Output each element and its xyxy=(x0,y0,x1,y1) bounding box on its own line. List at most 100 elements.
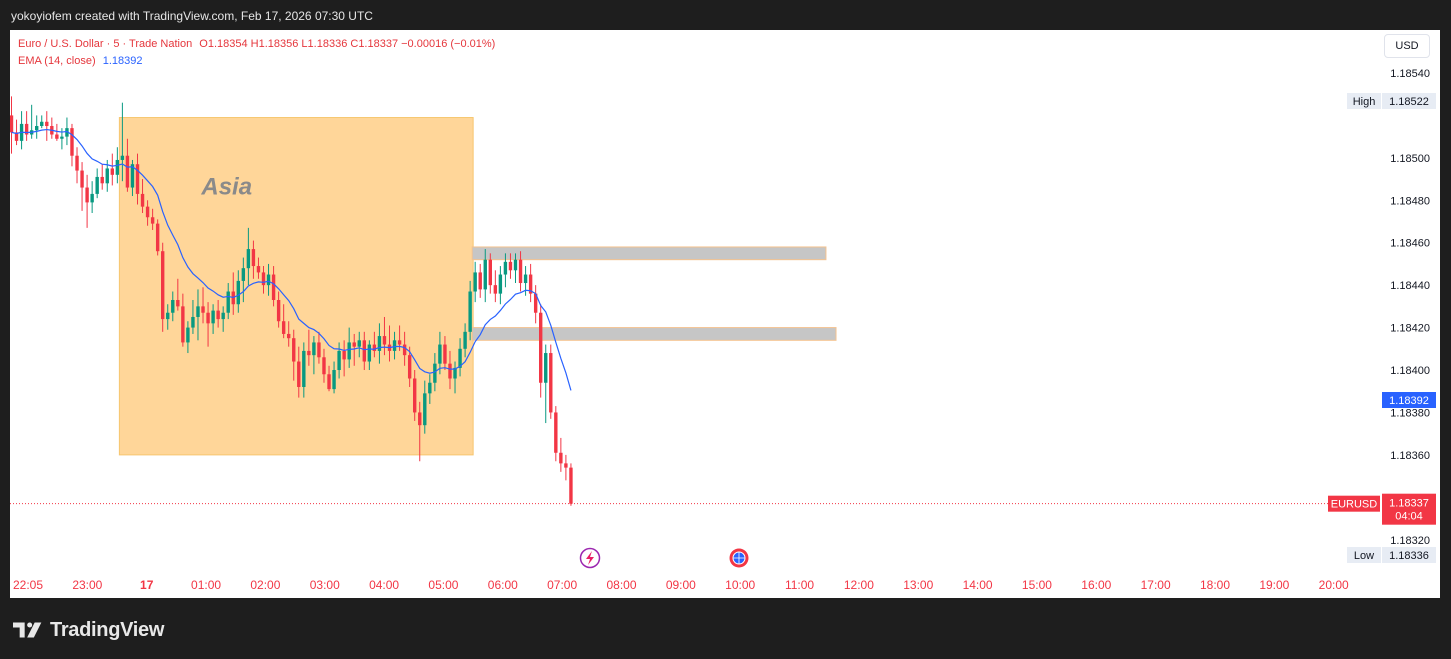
candle[interactable] xyxy=(367,340,372,371)
candle[interactable] xyxy=(448,350,452,390)
candle[interactable] xyxy=(135,153,140,205)
ema-line[interactable] xyxy=(11,128,572,391)
candle[interactable] xyxy=(402,331,407,366)
candle[interactable] xyxy=(438,331,442,375)
candle[interactable] xyxy=(55,123,59,141)
candle[interactable] xyxy=(392,331,397,360)
candle[interactable] xyxy=(488,253,492,294)
candle[interactable] xyxy=(302,342,306,398)
candle[interactable] xyxy=(40,115,44,129)
supply-zone-rect[interactable] xyxy=(471,246,827,261)
candle[interactable] xyxy=(14,119,19,146)
candle[interactable] xyxy=(256,257,261,279)
candle[interactable] xyxy=(297,346,301,398)
candle[interactable] xyxy=(503,253,508,288)
candle[interactable] xyxy=(554,406,558,462)
ema-price-tag[interactable]: 1.18392 xyxy=(1382,392,1436,408)
candle[interactable] xyxy=(533,285,538,324)
candle[interactable] xyxy=(50,117,54,139)
low-price-tag[interactable]: Low 1.18336 xyxy=(1347,547,1436,563)
candle[interactable] xyxy=(100,164,104,190)
candle[interactable] xyxy=(110,153,114,186)
candle[interactable] xyxy=(155,219,160,256)
candle[interactable] xyxy=(362,331,366,371)
candle[interactable] xyxy=(332,361,336,394)
candle[interactable] xyxy=(428,374,432,404)
candle[interactable] xyxy=(357,331,361,358)
candle[interactable] xyxy=(176,278,180,311)
candle[interactable] xyxy=(463,323,467,358)
supply-zone-rect[interactable] xyxy=(471,327,837,341)
candle[interactable] xyxy=(377,323,382,364)
candle[interactable] xyxy=(145,200,150,226)
candle[interactable] xyxy=(75,147,79,184)
candle[interactable] xyxy=(266,263,271,296)
candle[interactable] xyxy=(226,283,230,320)
candle[interactable] xyxy=(453,361,457,394)
candle[interactable] xyxy=(478,263,482,298)
candle[interactable] xyxy=(458,338,462,377)
candle[interactable] xyxy=(125,138,130,192)
candle[interactable] xyxy=(539,304,543,398)
candle[interactable] xyxy=(342,340,346,377)
candle[interactable] xyxy=(35,115,39,139)
candle[interactable] xyxy=(423,380,427,434)
candle[interactable] xyxy=(261,266,266,294)
candle[interactable] xyxy=(443,336,447,371)
symbol-legend-line[interactable]: Euro / U.S. Dollar · 5 · Trade Nation O1… xyxy=(18,36,495,53)
candle[interactable] xyxy=(90,181,94,214)
candle[interactable] xyxy=(518,251,523,292)
candle[interactable] xyxy=(10,96,14,154)
candle[interactable] xyxy=(186,321,190,354)
candle[interactable] xyxy=(564,454,568,481)
lightning-event-icon[interactable] xyxy=(579,547,601,569)
candle[interactable] xyxy=(45,111,49,141)
candle[interactable] xyxy=(508,253,513,279)
ema-legend-line[interactable]: EMA (14, close) 1.18392 xyxy=(18,53,495,70)
candle[interactable] xyxy=(251,240,256,279)
candle[interactable] xyxy=(80,162,84,211)
candle[interactable] xyxy=(140,179,145,214)
candle[interactable] xyxy=(181,293,185,347)
chart-canvas[interactable]: Asia 1.18540 1.18500 1.18480 1.18460 1.18440… xyxy=(10,30,1440,598)
candle[interactable] xyxy=(317,331,321,364)
candle[interactable] xyxy=(221,306,225,332)
candle[interactable] xyxy=(271,266,276,307)
candle[interactable] xyxy=(407,346,412,387)
candle[interactable] xyxy=(70,123,74,167)
candle[interactable] xyxy=(544,344,548,424)
candle[interactable] xyxy=(196,289,200,341)
candle[interactable] xyxy=(29,104,34,139)
candle[interactable] xyxy=(166,304,170,330)
candle[interactable] xyxy=(95,168,99,199)
candle[interactable] xyxy=(19,111,24,150)
currency-button[interactable]: USD xyxy=(1384,34,1430,58)
candle[interactable] xyxy=(468,280,472,341)
candle[interactable] xyxy=(292,329,296,381)
candle[interactable] xyxy=(312,336,316,375)
candle[interactable] xyxy=(483,249,487,303)
candle[interactable] xyxy=(191,300,195,334)
candle[interactable] xyxy=(382,316,387,356)
candle[interactable] xyxy=(528,263,533,303)
candle[interactable] xyxy=(161,242,165,332)
candle[interactable] xyxy=(347,327,351,368)
candle[interactable] xyxy=(130,159,135,197)
candle[interactable] xyxy=(201,287,205,324)
candle[interactable] xyxy=(241,257,246,303)
high-price-tag[interactable]: High 1.18522 xyxy=(1347,93,1436,109)
candle[interactable] xyxy=(413,370,417,421)
candle[interactable] xyxy=(327,365,331,392)
candle[interactable] xyxy=(549,344,553,419)
candle[interactable] xyxy=(236,270,240,313)
candle[interactable] xyxy=(85,174,89,228)
candle[interactable] xyxy=(276,291,281,328)
candle[interactable] xyxy=(559,437,563,472)
candle[interactable] xyxy=(352,333,356,366)
candle[interactable] xyxy=(569,463,573,506)
candle[interactable] xyxy=(171,291,175,322)
candle[interactable] xyxy=(281,304,286,339)
candle[interactable] xyxy=(216,300,220,328)
candle[interactable] xyxy=(493,270,498,303)
